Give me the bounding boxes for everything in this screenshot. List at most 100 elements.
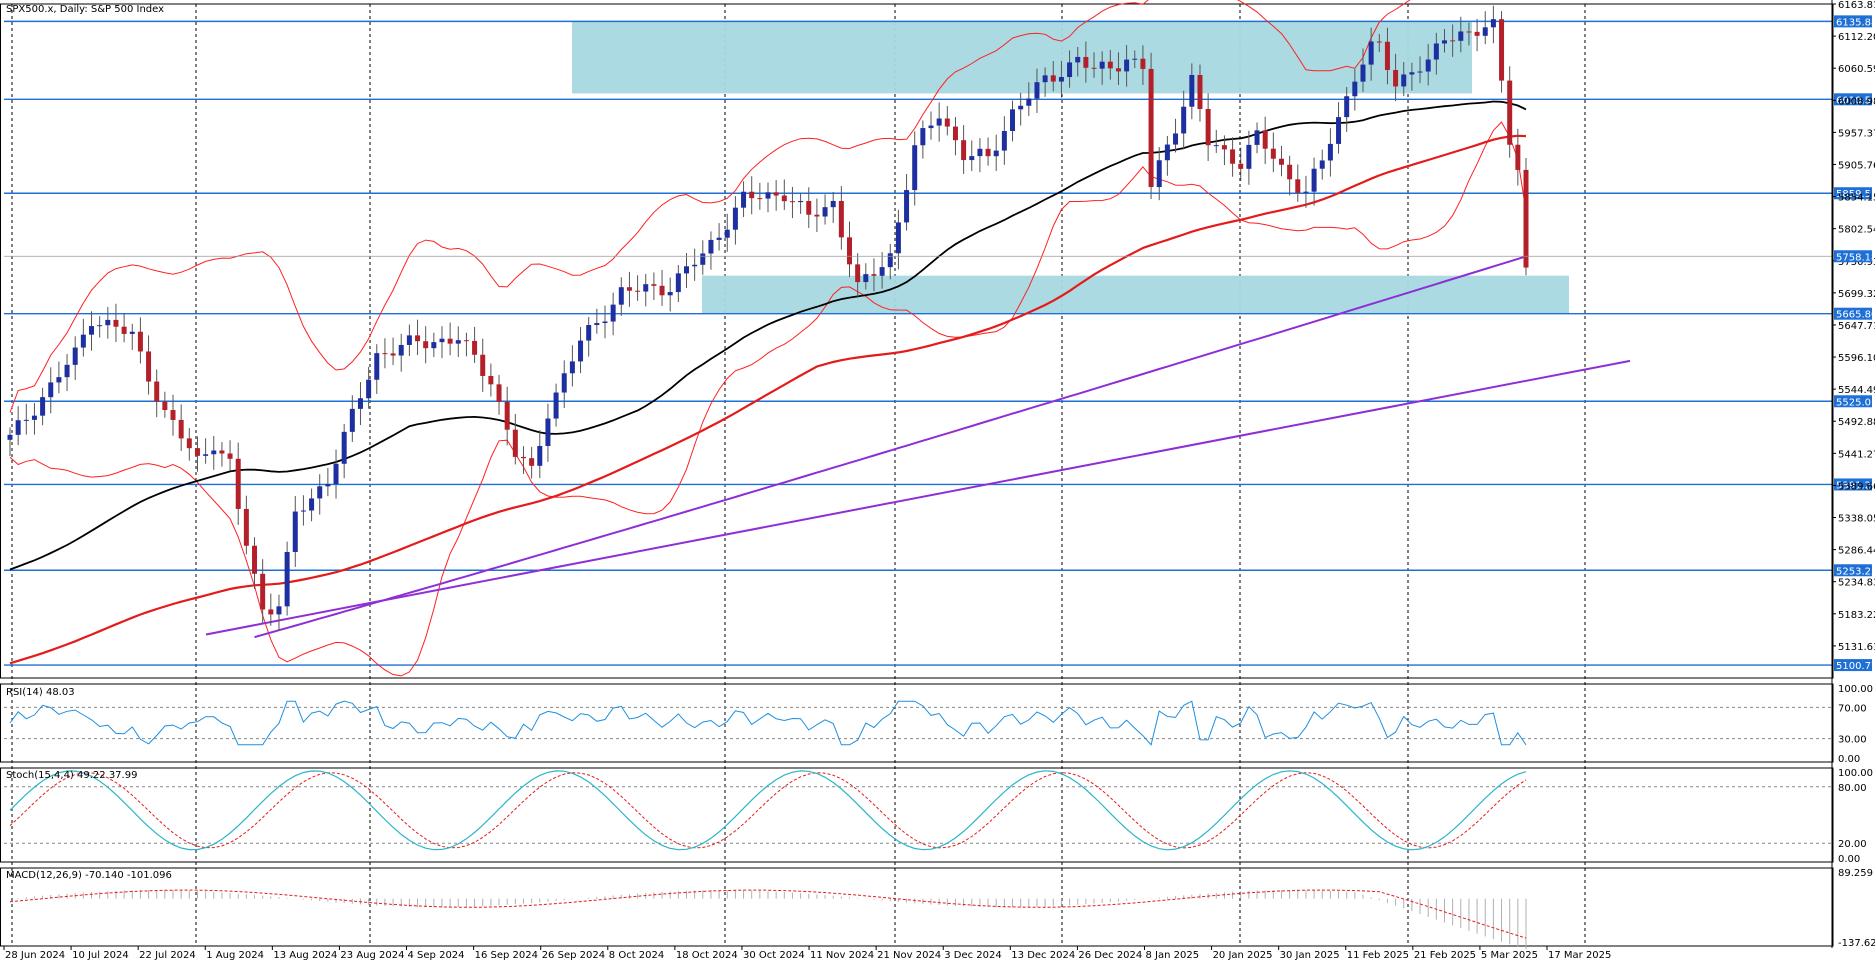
candle-body (1311, 168, 1317, 192)
stochastic-main-line (9, 770, 1527, 851)
candle-body (1075, 56, 1081, 63)
stochastic-signal-line (9, 772, 1527, 849)
candle-body (1197, 74, 1203, 109)
candle-body (773, 192, 779, 196)
candle-body (235, 458, 241, 509)
candle-body (692, 264, 698, 267)
stochastic-pane-frame (0, 767, 1834, 863)
candle-body (545, 418, 551, 446)
candle-body (1238, 163, 1244, 169)
candle-body (814, 214, 820, 217)
bollinger-upper-band (9, 0, 1411, 413)
level-price-tag (1834, 93, 1872, 106)
candle-body (553, 392, 559, 419)
time-axis-label: 13 Aug 2024 (273, 950, 337, 961)
ma-200-line (254, 255, 1527, 639)
candle-body (349, 408, 355, 432)
candle-body (406, 335, 412, 345)
candle-body (912, 145, 918, 191)
candle-body (529, 458, 535, 466)
price-axis-label: 5441.27 (1838, 449, 1875, 460)
macd-pane[interactable]: 89.259 -137.627 (0, 867, 1875, 950)
time-axis[interactable]: 28 Jun 2024 10 Jul 2024 22 Jul 2024 1 Aug 2… (3, 0, 1833, 961)
candle-body (1287, 164, 1293, 180)
level-price-label: 5525.01 (1836, 397, 1875, 408)
candle-body (1458, 31, 1464, 41)
candle-body (1352, 81, 1358, 97)
candle-body (390, 353, 396, 356)
time-axis-label: 30 Oct 2024 (743, 950, 805, 961)
candle-body (871, 274, 877, 276)
candle-body (1295, 179, 1301, 193)
time-axis-label: 26 Sep 2024 (542, 950, 605, 961)
candle-body (1156, 160, 1162, 188)
candle-body (765, 192, 771, 199)
rsi-line (9, 700, 1527, 746)
candle-body (1042, 75, 1048, 83)
level-price-label: 6010.58 (1836, 95, 1875, 106)
candle-body (137, 331, 143, 352)
time-axis-label: 8 Jan 2025 (1145, 950, 1199, 961)
candle-body (162, 401, 168, 411)
candle-body (1132, 58, 1138, 60)
level-price-label: 5253.25 (1836, 566, 1875, 577)
candle-body (72, 347, 78, 365)
candle-body (415, 335, 421, 342)
candle-body (23, 419, 29, 421)
candle-body (561, 373, 567, 393)
stochastic-pane[interactable]: 100.00 80.00 20.00 0.00 (0, 767, 1874, 865)
candle-body (1246, 144, 1252, 169)
candle-body (97, 325, 103, 327)
time-axis-label: 13 Dec 2024 (1011, 950, 1075, 961)
candle-body (798, 200, 804, 203)
candle-body (317, 486, 323, 499)
rising-trendline[interactable] (205, 359, 1631, 636)
candle-body (194, 448, 200, 456)
time-axis-label: 11 Feb 2025 (1347, 950, 1409, 961)
price-axis-label: 5131.61 (1838, 642, 1875, 653)
price-axis-label: 5647.71 (1838, 321, 1875, 332)
candle-body (447, 338, 453, 344)
candle-body (741, 191, 747, 208)
level-price-tag (1834, 659, 1872, 672)
candle-body (1319, 160, 1325, 169)
candle-body (300, 510, 306, 512)
price-axis-label: 5750.93 (1838, 257, 1875, 268)
candle-body (504, 401, 510, 430)
candle-body (757, 198, 763, 200)
candle-body (1050, 75, 1056, 82)
candle-body (40, 397, 46, 416)
candle-body (15, 420, 21, 435)
candle-body (268, 609, 274, 615)
time-axis-label: 5 Mar 2025 (1481, 950, 1538, 961)
candle-body (1368, 41, 1374, 65)
candle-body (708, 239, 714, 254)
candle-body (31, 415, 37, 420)
candle-body (463, 340, 469, 342)
candle-body (7, 434, 13, 440)
current-price-tag (1834, 250, 1872, 263)
price-axis-label: 5544.49 (1838, 385, 1875, 396)
price-axis-label: 5854.15 (1838, 193, 1875, 204)
candle-body (1490, 19, 1496, 28)
candle-body (382, 353, 388, 355)
candle-body (659, 285, 665, 296)
rsi-pane[interactable]: 100.00 70.00 30.00 0.00 (0, 683, 1874, 765)
price-axis-label: 5905.76 (1838, 160, 1875, 171)
candle-body (610, 304, 616, 322)
level-price-tag (1834, 187, 1872, 200)
candle-body (105, 319, 111, 326)
ma-50-line (9, 100, 1527, 571)
level-price-tag (1834, 307, 1872, 320)
price-axis-label: 5389.66 (1838, 481, 1875, 492)
candle-body (1433, 43, 1439, 60)
candle-body (602, 321, 608, 324)
candle-body (1107, 61, 1113, 69)
candle-body (1254, 130, 1260, 145)
candle-body (1262, 130, 1268, 149)
candle-body (1270, 148, 1276, 159)
candle-body (1140, 58, 1146, 69)
candle-body (1205, 108, 1211, 146)
